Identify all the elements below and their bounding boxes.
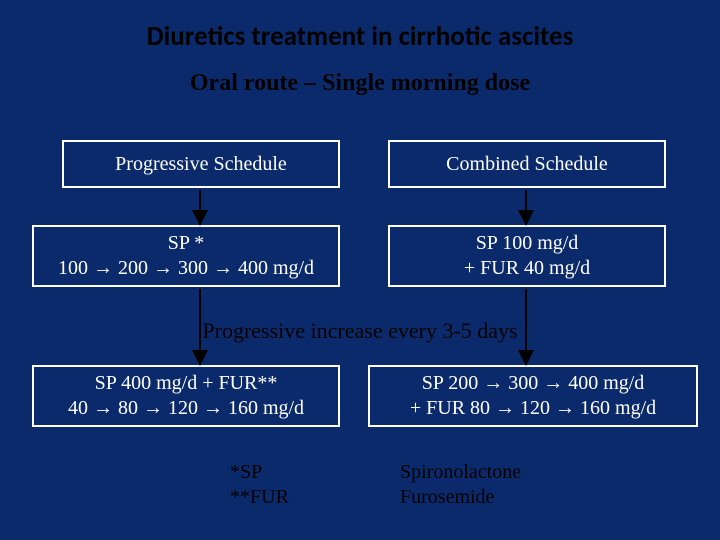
arrow-1 bbox=[0, 0, 720, 540]
slide: { "title": "Diuretics treatment in cirrh… bbox=[0, 0, 720, 540]
